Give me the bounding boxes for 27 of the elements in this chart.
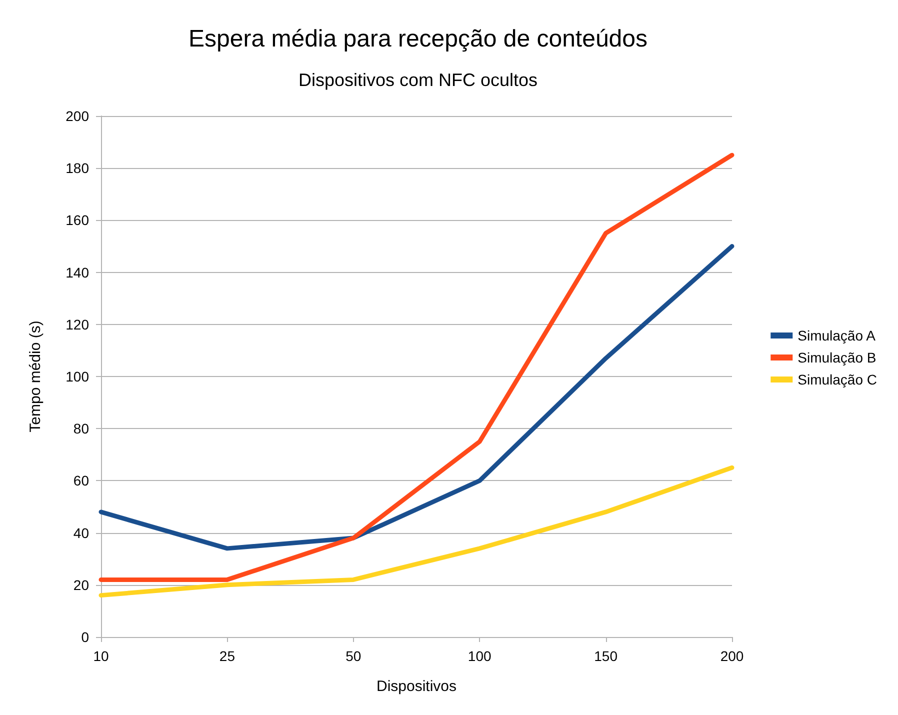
x-tick-label: 100: [468, 648, 492, 664]
y-tick-label: 160: [66, 212, 90, 228]
chart-subtitle: Dispositivos com NFC ocultos: [298, 70, 538, 90]
y-tick-label: 100: [66, 368, 90, 384]
y-tick-label: 40: [73, 524, 90, 541]
x-tick-label: 25: [219, 648, 236, 664]
x-tick-label: 10: [93, 648, 109, 664]
legend-label: Simulação B: [798, 350, 876, 366]
line-series: [98, 465, 734, 598]
x-tick-label: 50: [346, 648, 362, 664]
y-tick-label: 180: [66, 160, 90, 176]
legend-label: Simulação C: [798, 372, 878, 388]
y-axis-title: Tempo médio (s): [27, 320, 44, 432]
legend-label: Simulação A: [798, 328, 876, 344]
y-tick-label: 60: [73, 472, 90, 489]
y-tick-label: 200: [66, 108, 90, 124]
line-series: [98, 244, 734, 551]
chart-title: Espera média para recepção de conteúdos: [188, 26, 648, 52]
y-tick-label: 80: [73, 420, 90, 437]
y-tick-label: 120: [66, 316, 90, 332]
line-series: [98, 152, 734, 582]
x-tick-label: 200: [720, 648, 744, 664]
y-tick-label: 140: [66, 264, 90, 280]
y-tick-label: 0: [81, 629, 90, 645]
x-axis-title: Dispositivos: [376, 678, 457, 695]
x-tick-label: 150: [594, 648, 618, 664]
y-tick-label: 20: [73, 576, 90, 593]
